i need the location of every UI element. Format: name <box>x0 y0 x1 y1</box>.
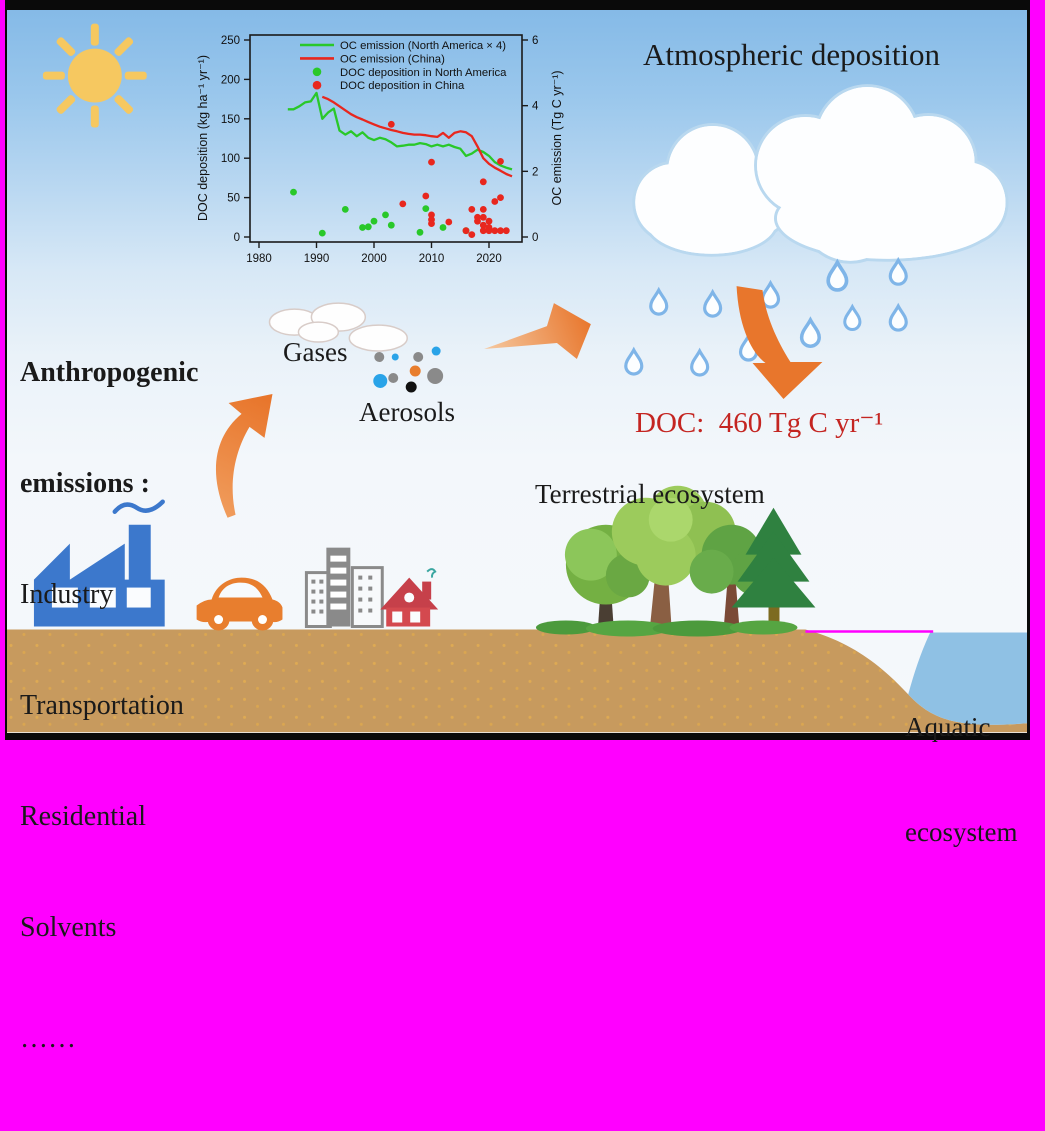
svg-text:DOC deposition in North Americ: DOC deposition in North America <box>340 67 507 79</box>
figure-frame: 0 50 100 150 200 250 0 2 4 6 1980 1990 2000 2010 2020 D… <box>5 0 1030 1054</box>
aerosols-label: Aerosols <box>359 397 455 427</box>
aquatic-ecosystem-label: Aquatic ecosystem <box>905 640 1017 920</box>
svg-text:1980: 1980 <box>246 253 272 265</box>
raindrops <box>624 256 908 377</box>
emissions-item-residential: Residential <box>20 801 146 832</box>
svg-text:OC emission (China): OC emission (China) <box>340 53 445 65</box>
svg-text:150: 150 <box>221 114 240 126</box>
svg-text:2010: 2010 <box>419 253 445 265</box>
svg-text:100: 100 <box>221 153 240 165</box>
house-icon <box>380 568 439 627</box>
svg-text:OC emission (Tg C yr⁻¹): OC emission (Tg C yr⁻¹) <box>550 70 564 205</box>
ground <box>7 629 1027 733</box>
svg-text:250: 250 <box>221 35 240 47</box>
emissions-item-solvents: Solvents <box>20 912 117 943</box>
emissions-item-transportation: Transportation <box>20 690 184 721</box>
svg-text:50: 50 <box>227 193 240 205</box>
sun-icon <box>42 23 147 128</box>
graphical-abstract: { "scene": { "title": "Atmospheric depos… <box>5 0 1030 1054</box>
arrow-aerosols-to-cloud <box>484 303 591 360</box>
gases-label: Gases <box>283 337 348 367</box>
svg-text:0: 0 <box>234 232 240 244</box>
anthropogenic-emissions-block: Anthropogenic emissions : Industry Trans… <box>20 280 198 1131</box>
svg-text:2: 2 <box>532 166 538 178</box>
svg-text:2020: 2020 <box>476 253 502 265</box>
svg-text:6: 6 <box>532 35 538 47</box>
emissions-heading-line1: Anthropogenic <box>20 357 199 388</box>
car-icon <box>196 577 283 631</box>
buildings-icon <box>304 547 384 628</box>
svg-text:4: 4 <box>532 101 539 113</box>
doc-emission-chart: 0 50 100 150 200 250 0 2 4 6 1980 1990 2000 2010 2020 D… <box>196 34 564 265</box>
emissions-heading-line2: emissions : <box>20 468 150 499</box>
emissions-item-industry: Industry <box>20 579 114 610</box>
svg-text:1990: 1990 <box>304 253 330 265</box>
emissions-item-ellipsis: …… <box>20 1023 76 1054</box>
aquatic-label-line2: ecosystem <box>905 817 1018 847</box>
doc-flux-label: DOC: 460 Tg C yr⁻¹ <box>635 407 884 439</box>
aerosol-dots <box>373 346 444 393</box>
factory-icon <box>33 499 165 627</box>
scene-art <box>7 23 1027 733</box>
svg-text:0: 0 <box>532 232 538 244</box>
svg-text:2000: 2000 <box>361 253 387 265</box>
svg-text:OC emission (North America × 4: OC emission (North America × 4) <box>340 40 506 52</box>
arrow-cloud-to-deposition <box>736 286 823 399</box>
water <box>908 632 1027 725</box>
svg-text:200: 200 <box>221 74 240 86</box>
svg-text:DOC deposition (kg ha⁻¹ yr⁻¹): DOC deposition (kg ha⁻¹ yr⁻¹) <box>196 55 210 221</box>
aquatic-label-line1: Aquatic <box>905 712 991 742</box>
title-atmospheric-deposition: Atmospheric deposition <box>643 37 941 72</box>
svg-text:DOC deposition in China: DOC deposition in China <box>340 80 465 92</box>
forest-trees <box>535 485 816 637</box>
arrow-emissions-to-aerosols <box>215 393 273 518</box>
gases-clouds <box>268 302 408 352</box>
terrestrial-ecosystem-label: Terrestrial ecosystem <box>535 479 765 509</box>
rain-clouds <box>632 84 1009 264</box>
